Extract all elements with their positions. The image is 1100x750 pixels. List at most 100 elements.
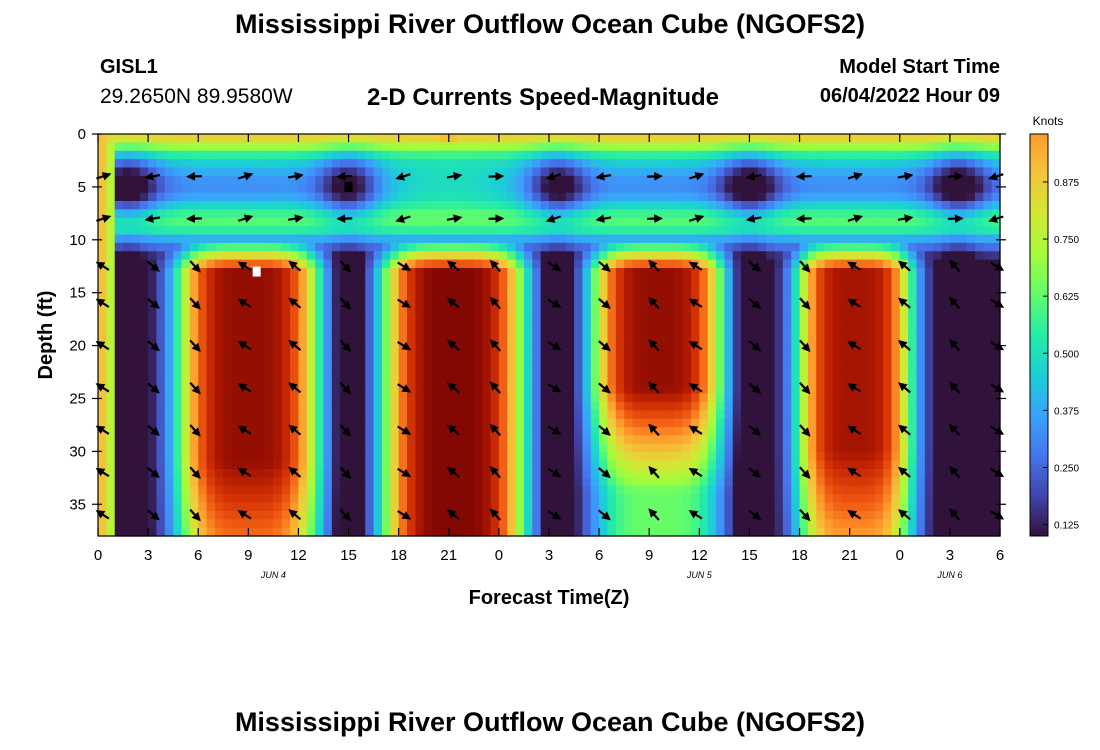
heatmap-cell — [665, 134, 675, 143]
heatmap-cell — [816, 217, 826, 227]
heatmap-cell — [657, 368, 667, 378]
heatmap-cell — [866, 335, 876, 344]
heatmap-cell — [381, 217, 391, 227]
heatmap-cell — [306, 318, 316, 328]
heatmap-cell — [640, 393, 650, 403]
heatmap-cell — [791, 502, 801, 512]
heatmap-cell — [766, 326, 776, 336]
heatmap-cell — [440, 385, 450, 395]
heatmap-cell — [98, 251, 107, 261]
heatmap-cell — [139, 385, 149, 395]
heatmap-cell — [933, 159, 943, 169]
heatmap-cell — [415, 268, 425, 277]
heatmap-cell — [181, 410, 191, 420]
heatmap-cell — [624, 175, 634, 185]
heatmap-cell — [390, 175, 400, 185]
heatmap-cell — [189, 452, 199, 462]
heatmap-cell — [908, 443, 918, 453]
heatmap-cell — [649, 284, 659, 294]
heatmap-cell — [774, 192, 784, 202]
heatmap-cell — [281, 402, 291, 411]
heatmap-cell — [123, 159, 133, 169]
heatmap-cell — [540, 309, 550, 319]
heatmap-cell — [540, 201, 550, 210]
heatmap-cell — [273, 460, 283, 470]
heatmap-cell — [415, 150, 425, 160]
heatmap-cell — [206, 226, 216, 236]
heatmap-cell — [315, 360, 325, 370]
heatmap-cell — [732, 175, 742, 185]
heatmap-cell — [131, 217, 141, 227]
heatmap-cell — [599, 276, 609, 286]
heatmap-cell — [523, 393, 533, 403]
heatmap-cell — [958, 351, 968, 361]
heatmap-cell — [749, 485, 759, 495]
heatmap-cell — [173, 402, 183, 411]
heatmap-cell — [98, 452, 107, 462]
heatmap-cell — [123, 469, 133, 478]
heatmap-cell — [290, 418, 300, 428]
heatmap-cell — [206, 519, 216, 529]
heatmap-cell — [432, 351, 442, 361]
heatmap-cell — [799, 494, 809, 504]
heatmap-cell — [323, 293, 333, 303]
heatmap-cell — [682, 435, 692, 445]
heatmap-cell — [415, 360, 425, 370]
heatmap-cell — [248, 368, 258, 378]
heatmap-cell — [657, 326, 667, 336]
heatmap-cell — [214, 184, 224, 194]
heatmap-cell — [390, 343, 400, 353]
heatmap-cell — [866, 276, 876, 286]
heatmap-cell — [649, 368, 659, 378]
heatmap-cell — [381, 167, 391, 177]
heatmap-cell — [156, 134, 166, 143]
heatmap-cell — [749, 477, 759, 487]
heatmap-cell — [624, 150, 634, 160]
heatmap-cell — [223, 175, 233, 185]
heatmap-cell — [791, 259, 801, 269]
heatmap-cell — [348, 335, 358, 344]
heatmap-cell — [432, 201, 442, 210]
heatmap-cell — [941, 301, 951, 311]
heatmap-cell — [356, 293, 366, 303]
heatmap-cell — [924, 134, 934, 143]
heatmap-cell — [156, 469, 166, 478]
heatmap-cell — [265, 443, 274, 453]
heatmap-cell — [540, 510, 550, 520]
heatmap-cell — [841, 376, 851, 386]
heatmap-cell — [791, 268, 801, 277]
heatmap-cell — [415, 318, 425, 328]
heatmap-cell — [916, 259, 926, 269]
heatmap-cell — [707, 209, 717, 219]
heatmap-cell — [816, 293, 826, 303]
heatmap-cell — [665, 251, 675, 261]
heatmap-cell — [832, 368, 842, 378]
heatmap-cell — [782, 402, 792, 411]
heatmap-cell — [799, 234, 809, 244]
heatmap-cell — [381, 309, 391, 319]
heatmap-cell — [782, 376, 792, 386]
heatmap-cell — [791, 217, 801, 227]
heatmap-cell — [131, 192, 141, 202]
heatmap-cell — [816, 410, 826, 420]
heatmap-cell — [356, 494, 366, 504]
heatmap-cell — [807, 175, 817, 185]
heatmap-cell — [699, 435, 709, 445]
heatmap-cell — [523, 293, 533, 303]
heatmap-cell — [173, 217, 183, 227]
heatmap-cell — [131, 469, 141, 478]
heatmap-cell — [966, 510, 976, 520]
heatmap-cell — [599, 309, 609, 319]
heatmap-cell — [607, 360, 617, 370]
heatmap-cell — [832, 385, 842, 395]
heatmap-cell — [473, 477, 483, 487]
station-coordinates: 29.2650N 89.9580W — [100, 85, 293, 108]
heatmap-cell — [983, 443, 993, 453]
heatmap-cell — [899, 485, 909, 495]
heatmap-cell — [273, 251, 283, 261]
heatmap-cell — [540, 268, 550, 277]
heatmap-cell — [607, 142, 617, 152]
heatmap-cell — [674, 360, 684, 370]
heatmap-cell — [181, 427, 191, 437]
heatmap-cell — [941, 326, 951, 336]
